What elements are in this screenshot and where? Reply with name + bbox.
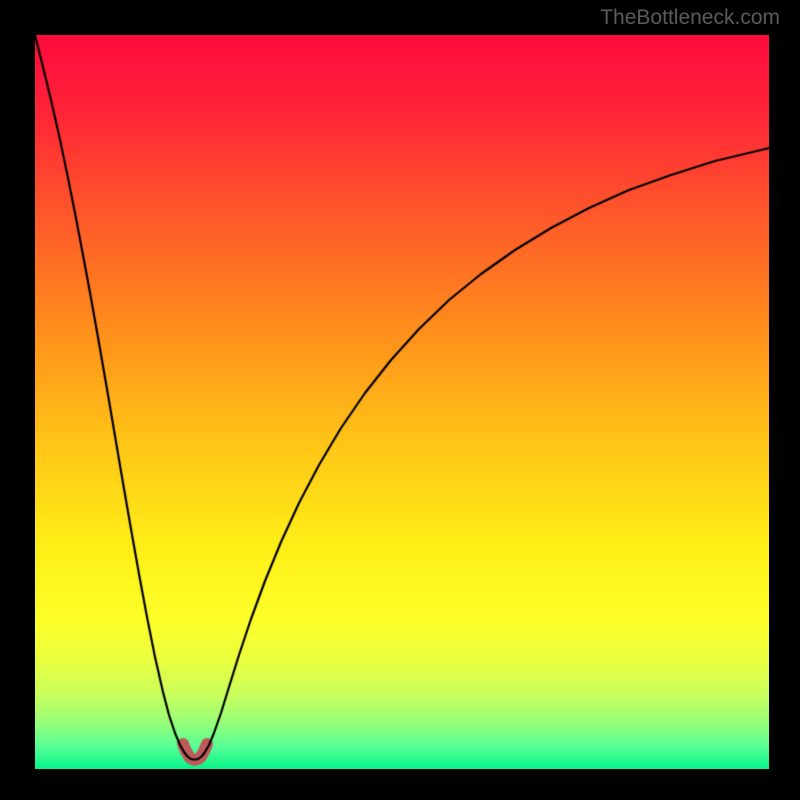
watermark-text: TheBottleneck.com xyxy=(600,6,780,30)
bottleneck-curve xyxy=(35,35,769,769)
plot-frame xyxy=(33,33,767,767)
chart-stage: TheBottleneck.com xyxy=(0,0,800,800)
